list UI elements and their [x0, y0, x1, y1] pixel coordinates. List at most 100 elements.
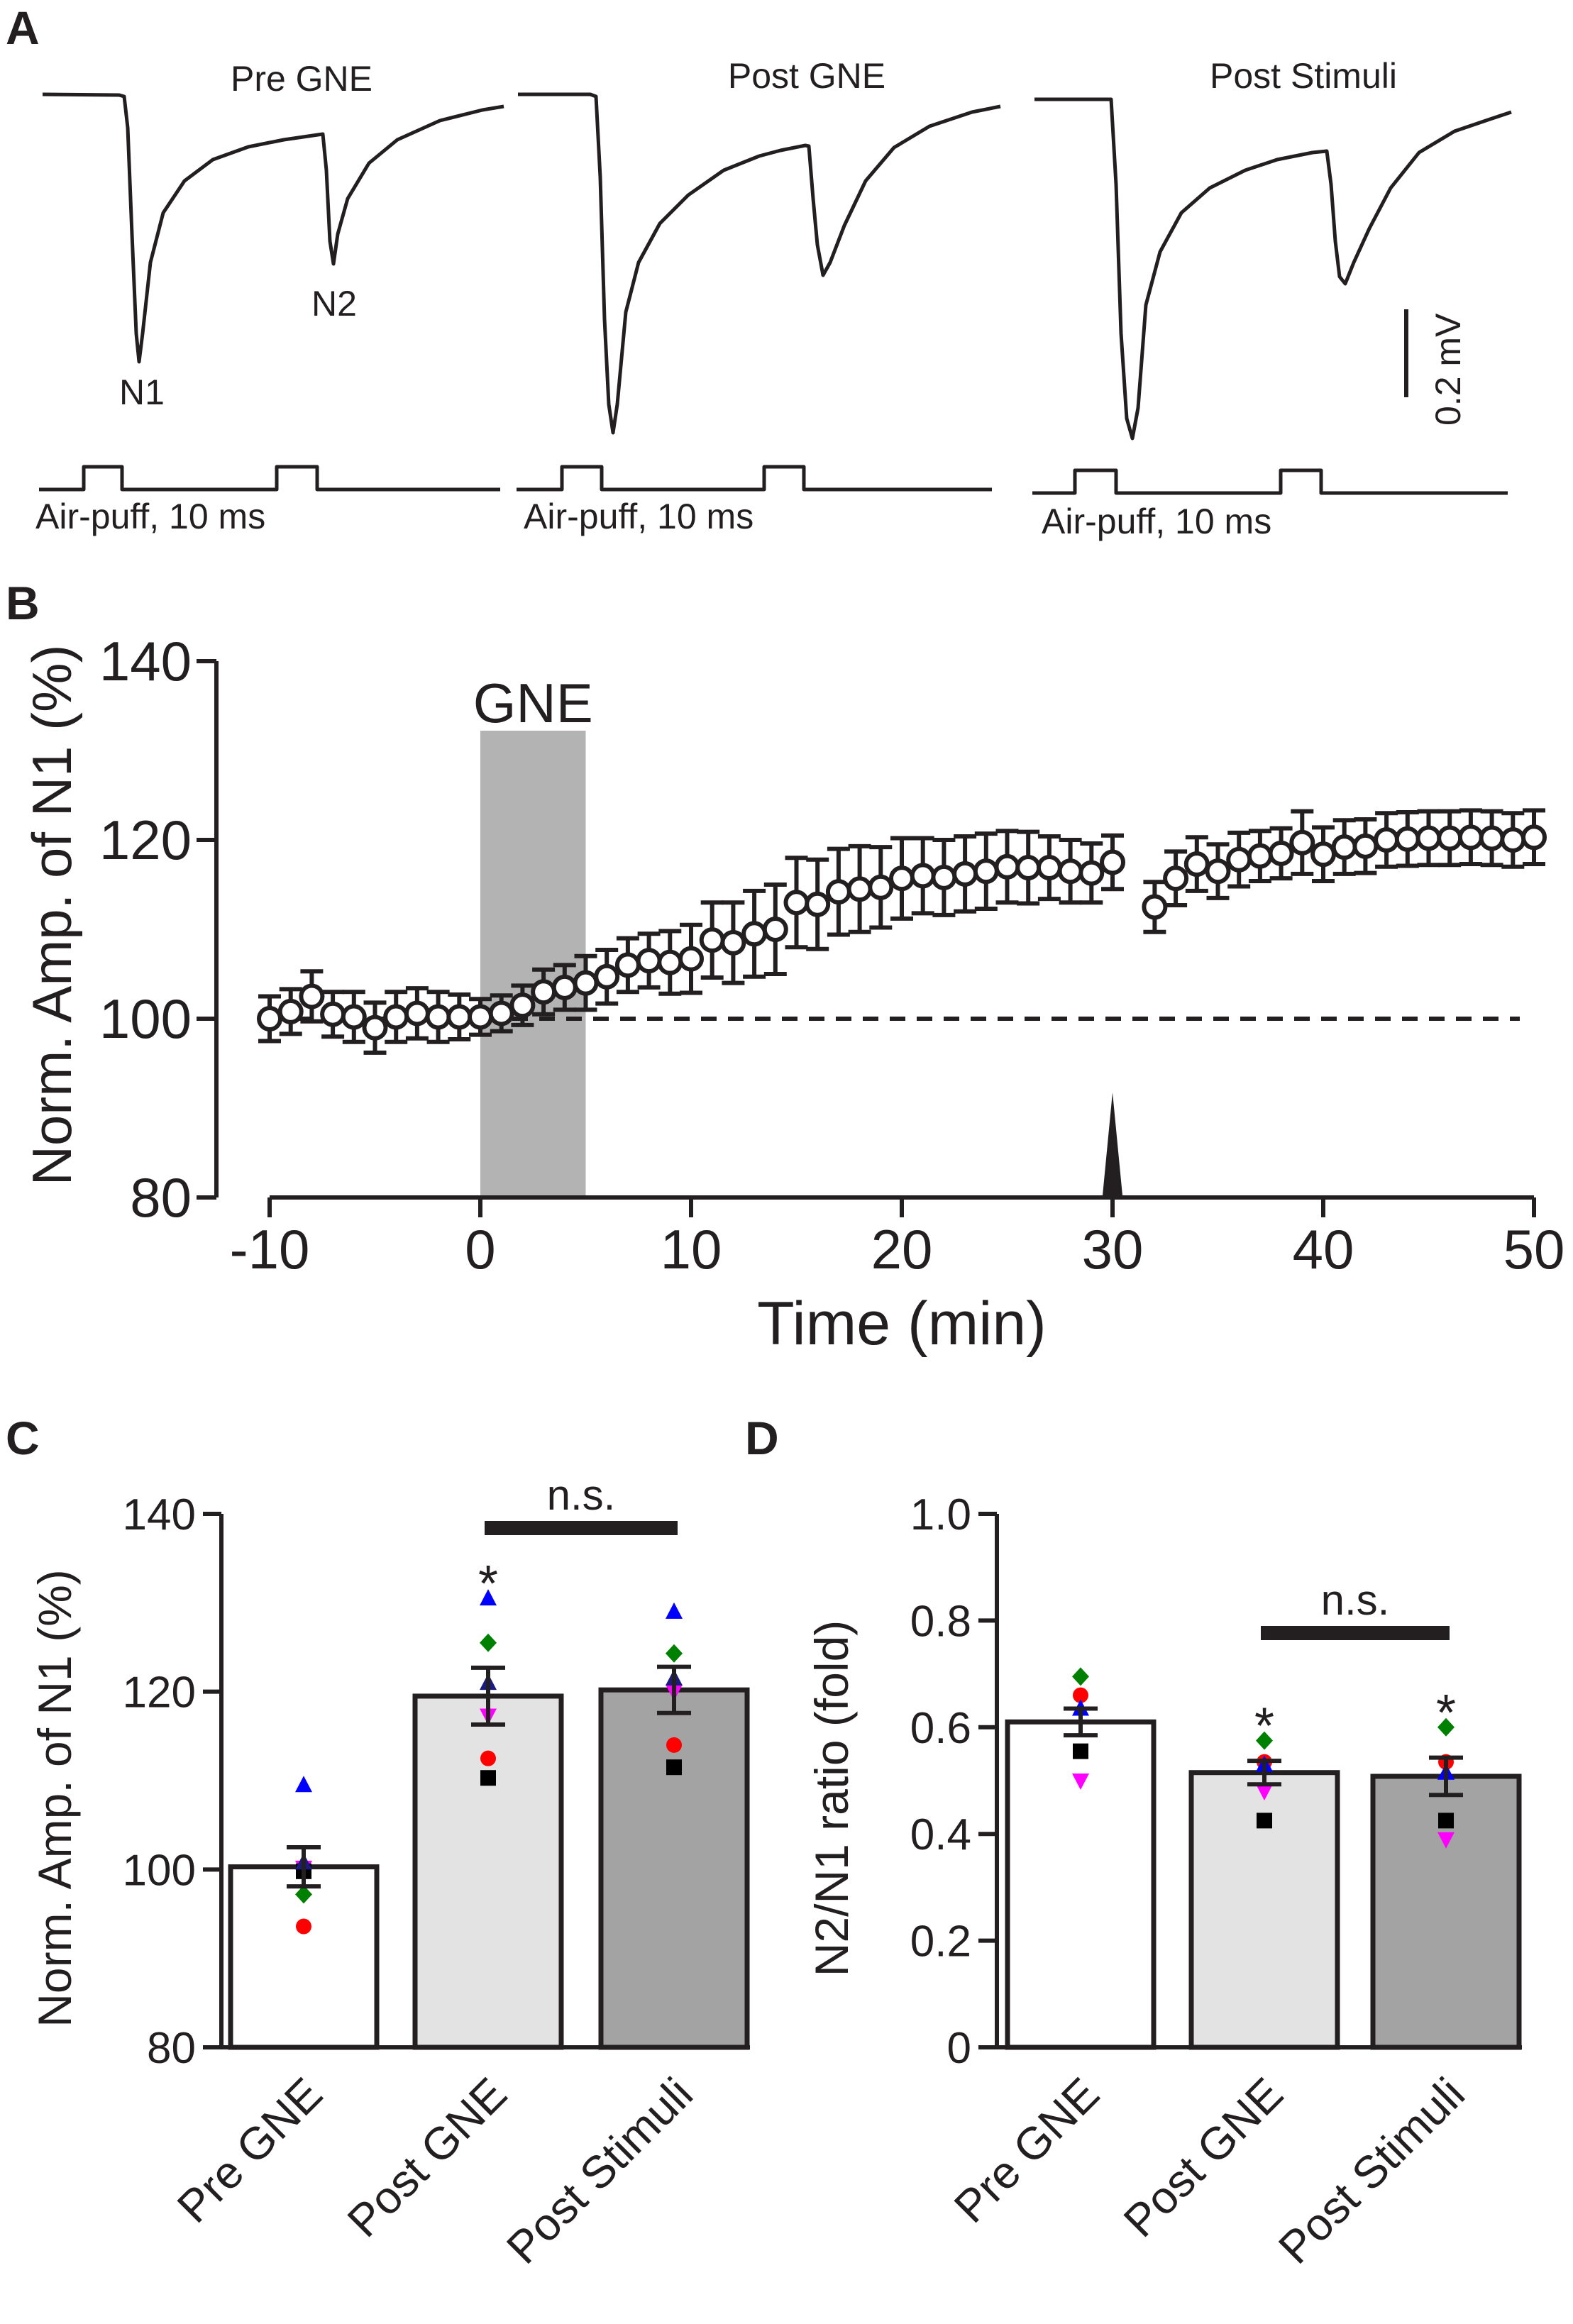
data-point-group	[846, 843, 873, 934]
data-point	[1479, 825, 1505, 851]
data-point	[889, 865, 915, 892]
data-point-group	[1163, 849, 1189, 907]
stimulus-trace-post-stimuli	[1032, 468, 1508, 495]
data-point	[257, 1006, 282, 1031]
category-label: Pre GNE	[167, 2068, 332, 2232]
data-point	[1394, 826, 1420, 852]
panel-label-a: A	[6, 1, 40, 54]
y-axis-label: Norm. Amp. of N1 (%)	[28, 1569, 81, 2027]
individual-point	[296, 1918, 311, 1935]
individual-point	[666, 1644, 683, 1663]
individual-point	[480, 1770, 496, 1786]
data-point	[805, 891, 831, 917]
data-point	[594, 963, 620, 990]
data-point-group	[825, 846, 851, 937]
trace-pre-gne	[42, 92, 504, 364]
data-point-group	[257, 994, 282, 1044]
individual-point	[480, 1589, 497, 1606]
category-label: Post GNE	[1114, 2068, 1293, 2247]
y-tick-label: 120	[99, 809, 192, 871]
data-point-group	[362, 1000, 388, 1055]
x-axis-label: Time (min)	[757, 1290, 1047, 1358]
data-point-group	[783, 856, 810, 950]
category-labels: Pre GNE Post GNE Post Stimuli	[944, 2068, 1474, 2274]
x-ticks	[267, 1197, 1536, 1217]
data-point-group	[425, 990, 451, 1044]
data-point-group	[551, 963, 578, 1012]
data-point-group	[1415, 809, 1442, 868]
y-tick-label: 1.0	[910, 1490, 971, 1539]
data-point	[973, 858, 999, 885]
data-point-group	[889, 836, 915, 921]
data-point	[488, 1000, 514, 1027]
category-label: Post Stimuli	[1269, 2068, 1474, 2274]
peak-label-n1: N1	[119, 372, 165, 412]
category-label: Post GNE	[338, 2068, 517, 2247]
data-point	[1415, 825, 1442, 851]
data-point-group	[1183, 835, 1210, 893]
individual-point	[1437, 1832, 1455, 1849]
data-point-group	[868, 845, 894, 930]
data-point-group	[404, 986, 430, 1041]
data-point-group	[1100, 833, 1125, 892]
data-point	[1163, 865, 1189, 892]
data-point-group	[341, 990, 367, 1044]
category-label: Post Stimuli	[497, 2068, 702, 2274]
category-label: Pre GNE	[944, 2068, 1109, 2232]
trace-post-gne	[518, 92, 1001, 435]
data-point	[362, 1014, 388, 1041]
data-point-group	[931, 838, 957, 917]
individual-point	[1073, 1743, 1088, 1759]
data-point-group	[1289, 809, 1315, 876]
data-point-group	[1078, 841, 1105, 905]
individual-point	[480, 1750, 496, 1766]
chart-d-ratio-bar: N2/N1 ratio (fold) 0 0.2 0.4 0.6 0.8 1.0…	[805, 1490, 1522, 2274]
data-point	[1036, 855, 1062, 881]
data-point	[446, 1004, 473, 1030]
individual-point	[295, 1885, 312, 1904]
data-point	[636, 948, 662, 974]
data-point-group	[1521, 808, 1547, 867]
data-point-group	[1226, 830, 1252, 889]
y-tick-label: 0.4	[910, 1810, 971, 1859]
stim-label-post-gne: Air-puff, 10 ms	[524, 497, 754, 536]
data-point	[678, 946, 704, 972]
data-point	[1205, 858, 1231, 885]
data-point-group	[1500, 811, 1526, 869]
data-point-group	[720, 900, 746, 985]
data-points	[257, 808, 1547, 1055]
data-point	[614, 952, 641, 978]
peak-label-n2: N2	[311, 284, 357, 323]
data-point-group	[594, 947, 620, 1006]
data-point	[783, 890, 810, 916]
individual-point	[1256, 1731, 1273, 1750]
data-point-group	[614, 936, 641, 995]
y-tick-labels: 80 100 120 140	[123, 1490, 196, 2073]
data-point-group	[1437, 809, 1463, 868]
data-point	[1331, 834, 1357, 861]
data-point	[1015, 855, 1042, 881]
data-point	[720, 929, 746, 956]
data-point	[277, 998, 304, 1024]
individual-point	[1257, 1813, 1272, 1829]
y-tick-label: 0.2	[910, 1918, 971, 1966]
data-point-group	[952, 834, 978, 914]
y-tick-label: 80	[147, 2024, 196, 2073]
data-point-group	[320, 990, 346, 1039]
data-point	[299, 983, 325, 1009]
data-point-group	[1394, 809, 1420, 868]
individual-point	[480, 1633, 497, 1652]
data-point-group	[383, 990, 409, 1044]
data-point	[468, 1004, 493, 1030]
data-point	[320, 1001, 346, 1027]
x-tick-label: 20	[871, 1218, 933, 1280]
data-point-group	[277, 987, 304, 1036]
data-point	[699, 927, 725, 953]
ns-label: n.s.	[1321, 1576, 1390, 1624]
y-tick-label: 100	[123, 1846, 196, 1895]
data-point	[952, 861, 978, 887]
stimulus-arrowhead	[1103, 1092, 1122, 1195]
x-tick-labels: -10 0 10 20 30 40 50	[230, 1218, 1565, 1280]
individual-point	[666, 1602, 683, 1619]
